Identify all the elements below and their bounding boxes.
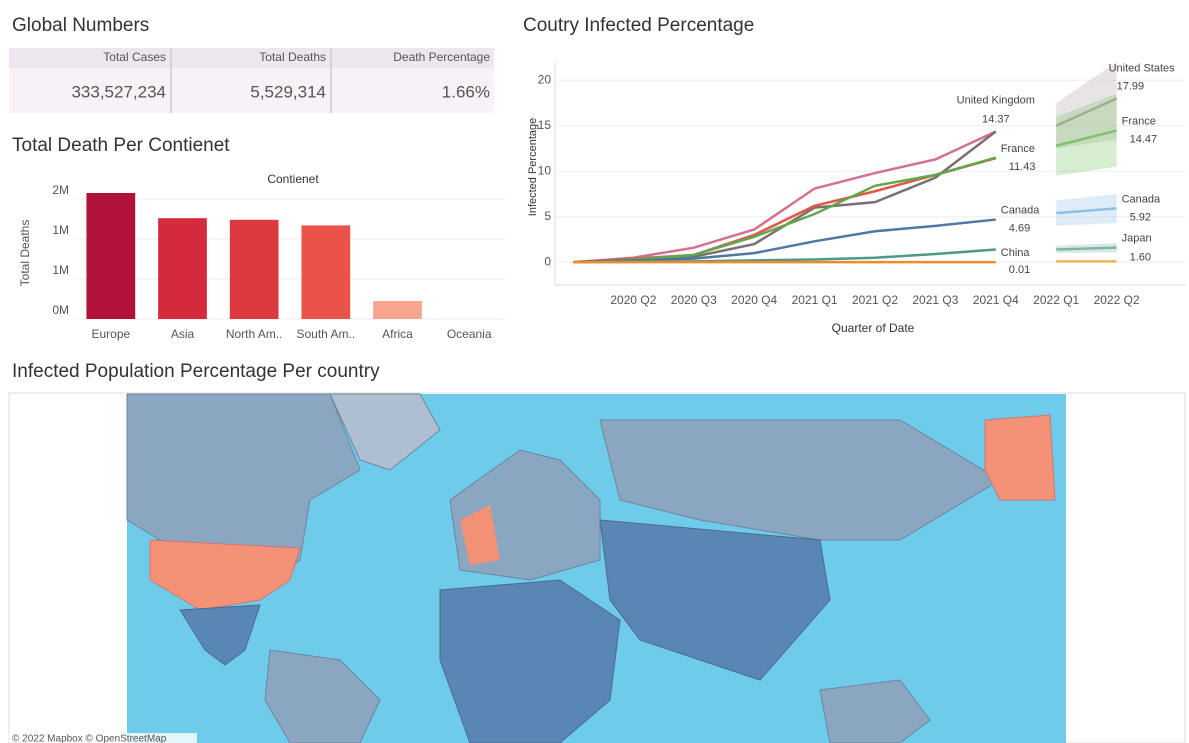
x-tick-label: 2020 Q4 xyxy=(731,293,777,307)
forecast-band xyxy=(1056,62,1117,149)
data-label: 17.99 xyxy=(1117,80,1145,92)
attribution: © 2022 Mapbox © OpenStreetMap xyxy=(12,734,167,743)
x-tick-label: 2021 Q2 xyxy=(852,293,898,307)
series-line xyxy=(572,156,997,264)
x-tick-label: 2022 Q1 xyxy=(1033,293,1079,307)
y-tick-label: 1M xyxy=(52,223,69,237)
chart-title: Coutry Infected Percentage xyxy=(523,15,754,36)
russia xyxy=(599,419,1001,541)
africa xyxy=(439,579,621,743)
central-america xyxy=(179,604,261,666)
bar xyxy=(86,193,136,319)
y-tick-label: 20 xyxy=(538,72,552,86)
australia xyxy=(819,679,931,743)
alaska xyxy=(984,414,1056,501)
bar xyxy=(229,219,279,319)
x-axis-label: Quarter of Date xyxy=(832,321,915,335)
series-line xyxy=(1055,97,1118,127)
y-tick-label: 1M xyxy=(52,263,69,277)
x-tick-label: 2022 Q2 xyxy=(1094,293,1140,307)
section-title: Infected Population Percentage Per count… xyxy=(12,361,380,382)
data-label: 5.92 xyxy=(1130,211,1151,223)
x-tick-label: 2021 Q4 xyxy=(973,293,1019,307)
x-tick-label: North Am.. xyxy=(226,327,283,341)
asia xyxy=(599,519,831,681)
y-tick-label: 0 xyxy=(544,254,551,268)
bar xyxy=(301,225,351,319)
map: © 2022 Mapbox © OpenStreetMap xyxy=(8,392,1186,743)
data-label: 4.69 xyxy=(1009,222,1030,234)
x-tick-label: 2020 Q3 xyxy=(671,293,717,307)
y-tick-label: 5 xyxy=(544,209,551,223)
x-tick-label: 2021 Q3 xyxy=(912,293,958,307)
x-tick-label: Asia xyxy=(171,327,195,341)
table-header xyxy=(9,48,494,68)
bar xyxy=(444,318,494,319)
table-value: 333,527,234 xyxy=(71,82,166,101)
attribution-bg xyxy=(9,733,197,743)
x-tick-label: Europe xyxy=(91,327,130,341)
column-header: Total Cases xyxy=(103,50,166,64)
series-label: Canada xyxy=(1001,204,1040,216)
series-line xyxy=(572,218,996,264)
column-header: Death Percentage xyxy=(393,50,490,64)
y-tick-label: 0M xyxy=(52,303,69,317)
series-line xyxy=(1056,246,1117,251)
section-title: Global Numbers xyxy=(12,15,149,36)
series-label: France xyxy=(1001,143,1035,155)
europe-high xyxy=(460,505,500,565)
south-america xyxy=(264,649,381,743)
united-states xyxy=(149,539,301,611)
bar xyxy=(158,218,207,319)
table-value: 1.66% xyxy=(442,82,490,101)
series-label: France xyxy=(1122,115,1156,127)
y-axis-label: Total Deaths xyxy=(18,220,32,287)
series-line xyxy=(1055,129,1117,147)
data-label: 1.60 xyxy=(1130,252,1151,264)
data-label: 0.01 xyxy=(1009,264,1030,276)
data-label: 11.43 xyxy=(1009,161,1036,173)
column-header: Total Deaths xyxy=(259,50,326,64)
y-axis-label: Infected Percentage xyxy=(527,118,539,216)
table-row xyxy=(9,68,494,113)
bar xyxy=(373,301,422,319)
y-tick-label: 10 xyxy=(538,163,552,177)
y-tick-label: 15 xyxy=(538,118,552,132)
series-label: Canada xyxy=(1122,193,1161,205)
series-label: United Kingdom xyxy=(957,94,1035,106)
chart-title: Total Death Per Contienet xyxy=(12,135,230,156)
x-tick-label: 2021 Q1 xyxy=(792,293,838,307)
x-axis-label: Contienet xyxy=(267,172,319,186)
data-label: 14.47 xyxy=(1130,133,1158,145)
data-label: 14.37 xyxy=(982,113,1010,125)
x-tick-label: 2020 Q2 xyxy=(610,293,656,307)
series-line xyxy=(572,130,997,264)
y-tick-label: 2M xyxy=(52,183,69,197)
x-tick-label: South Am.. xyxy=(296,327,355,341)
table-value: 5,529,314 xyxy=(250,82,326,101)
x-tick-label: Africa xyxy=(382,327,413,341)
series-label: United States xyxy=(1109,62,1176,74)
series-line xyxy=(1056,207,1117,215)
x-tick-label: Oceania xyxy=(447,327,492,341)
series-line xyxy=(572,130,997,264)
series-label: China xyxy=(1001,247,1031,259)
greenland xyxy=(329,393,441,471)
series-label: Japan xyxy=(1122,233,1152,245)
forecast-band xyxy=(1056,93,1117,176)
